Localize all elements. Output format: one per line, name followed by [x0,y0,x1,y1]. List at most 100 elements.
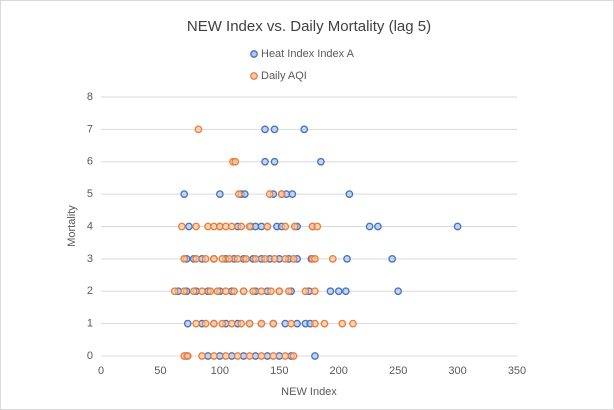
scatter-point [227,222,236,231]
scatter-point [345,190,354,198]
scatter-point [289,255,298,263]
x-tick-label: 50 [154,365,166,377]
scatter-point [210,319,218,328]
scatter-point [290,222,299,231]
scatter-point [343,255,351,263]
scatter-point [177,222,186,231]
scatter-point [269,352,278,360]
x-tick-label: 100 [211,365,229,377]
scatter-point [198,287,206,296]
scatter-point [201,255,210,263]
y-tick-label: 4 [87,220,93,232]
scatter-point [341,287,350,296]
scatter-point [275,287,284,296]
legend-label: Heat Index Index A [261,48,355,60]
x-tick-label: 250 [389,365,407,377]
scatter-point [288,190,297,198]
y-tick-label: 3 [87,253,93,265]
scatter-point [194,125,203,134]
scatter-point [225,255,234,263]
scatter-point [301,287,310,296]
scatter-point [257,319,266,328]
scatter-point [311,287,319,296]
scatter-point [245,222,254,231]
scatter-point [287,319,296,328]
scatter-point [231,157,240,166]
scatter-point [388,255,397,263]
scatter-point [245,319,254,328]
scatter-point [170,287,179,296]
scatter-point [394,287,402,296]
y-tick-label: 0 [87,350,93,362]
scatter-point [338,319,347,328]
scatter-point [192,255,200,263]
scatter-point [270,255,279,263]
legend-label: Daily AQI [261,70,307,82]
y-tick-label: 6 [87,156,93,168]
scatter-point [230,287,238,296]
x-tick-label: 350 [508,365,526,377]
scatter-point [281,255,290,263]
y-tick-label: 5 [87,188,93,200]
y-axis-label: Mortality [66,205,78,247]
scatter-point [210,255,218,263]
scatter-point [281,352,290,360]
scatter-point [261,157,269,166]
scatter-point [267,287,275,296]
scatter-point [192,222,200,231]
scatter-point [257,287,266,296]
scatter-point [257,352,266,360]
scatter-point [249,287,257,296]
scatter-point [213,287,222,296]
scatter-point [239,287,248,296]
scatter-point [311,352,319,360]
scatter-point [365,222,374,231]
scatter-point [328,255,337,263]
scatter-point [216,190,224,198]
scatter-point [251,255,260,263]
scatter-point [221,287,230,296]
scatter-point [201,319,210,328]
scatter-point [221,352,230,360]
scatter-point [245,352,254,360]
scatter-point [227,319,236,328]
scatter-point [270,125,279,134]
x-tick-label: 0 [98,365,104,377]
scatter-point [326,287,335,296]
scatter-point [180,190,189,198]
scatter-point [269,319,278,328]
scatter-point [317,157,325,166]
chart-title: NEW Index vs. Daily Mortality (lag 5) [187,18,431,35]
x-tick-label: 300 [448,365,466,377]
scatter-point [453,222,462,231]
scatter-point [218,255,227,263]
scatter-point [183,352,192,360]
scatter-point [237,222,246,231]
scatter-point [233,352,242,360]
scatter-point [313,222,322,231]
scatter-point [237,319,246,328]
y-tick-label: 2 [87,285,93,297]
scatter-point [233,255,242,263]
scatter-point [334,287,343,296]
scatter-point [281,222,290,231]
scatter-point [263,222,272,231]
scatter-point [300,125,309,134]
scatter-point [183,319,192,328]
scatter-point [180,255,189,263]
scatter-point [270,157,279,166]
scatter-point [284,287,293,296]
x-tick-label: 150 [270,365,288,377]
legend-marker [250,50,258,58]
scatter-point [189,287,198,296]
scatter-point [311,319,319,328]
scatter-point [311,255,319,263]
scatter-point [261,255,269,263]
x-tick-label: 200 [330,365,348,377]
y-tick-label: 1 [87,318,93,330]
scatter-point [235,190,243,198]
legend-marker [250,72,258,80]
scatter-point [242,255,250,263]
